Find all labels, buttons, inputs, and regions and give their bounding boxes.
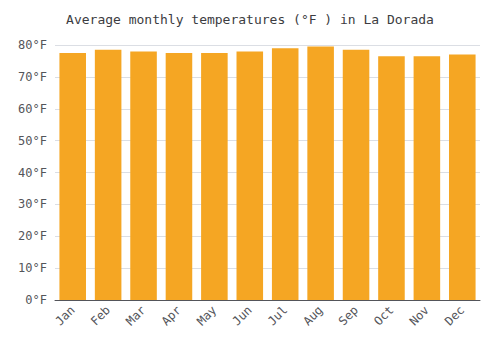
svg-text:10°F: 10°F	[18, 261, 47, 275]
svg-text:Mar: Mar	[123, 303, 148, 328]
svg-text:May: May	[194, 303, 219, 328]
svg-text:0°F: 0°F	[25, 293, 47, 307]
svg-text:Sep: Sep	[336, 303, 361, 328]
svg-text:20°F: 20°F	[18, 229, 47, 243]
svg-text:Oct: Oct	[371, 303, 396, 328]
svg-text:70°F: 70°F	[18, 70, 47, 84]
svg-text:Jan: Jan	[52, 303, 77, 328]
svg-text:Aug: Aug	[300, 303, 325, 328]
svg-text:Feb: Feb	[88, 303, 113, 328]
svg-text:60°F: 60°F	[18, 102, 47, 116]
svg-text:40°F: 40°F	[18, 166, 47, 180]
svg-text:Jun: Jun	[230, 303, 255, 328]
svg-text:30°F: 30°F	[18, 197, 47, 211]
svg-text:80°F: 80°F	[18, 38, 47, 52]
svg-text:50°F: 50°F	[18, 134, 47, 148]
svg-text:Jul: Jul	[265, 303, 290, 328]
svg-text:Dec: Dec	[442, 303, 467, 328]
svg-text:Nov: Nov	[407, 303, 432, 328]
svg-text:Apr: Apr	[159, 303, 184, 328]
svg-text:Average monthly temperatures (: Average monthly temperatures (°F ) in La…	[66, 12, 434, 27]
